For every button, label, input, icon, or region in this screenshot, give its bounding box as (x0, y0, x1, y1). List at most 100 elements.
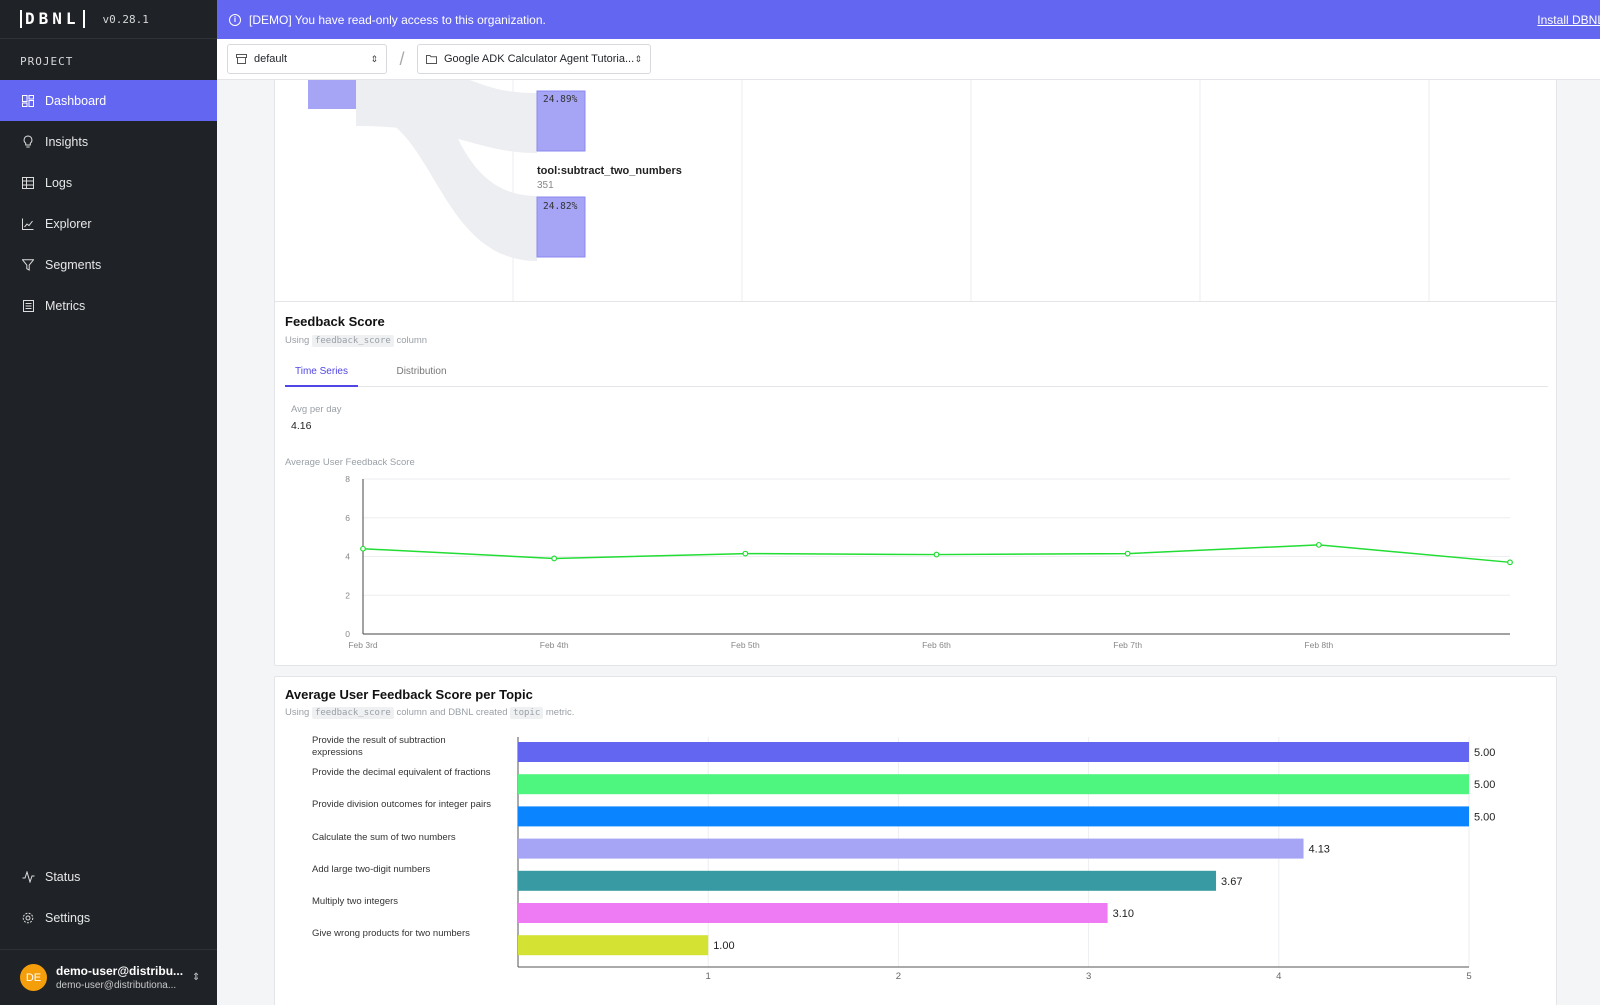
sidebar-item-explorer[interactable]: Explorer (0, 203, 217, 244)
subtitle-text: metric. (545, 707, 575, 718)
x-tick-label: Feb 4th (540, 640, 569, 650)
x-tick-label: Feb 6th (922, 640, 951, 650)
bar (518, 903, 1108, 923)
column-code: feedback_score (311, 707, 394, 719)
bar-category-label: Multiply two integers (312, 896, 399, 907)
y-tick-label: 8 (345, 474, 350, 484)
demo-banner: i [DEMO] You have read-only access to th… (217, 0, 1600, 39)
document-icon (21, 299, 35, 313)
subtitle-text: Using (285, 335, 310, 346)
sidebar-item-label: Logs (45, 175, 73, 190)
sankey-node-count: 351 (537, 180, 554, 191)
sidebar-item-label: Explorer (45, 216, 92, 231)
bar-value-label: 5.00 (1474, 811, 1495, 823)
chevron-up-down-icon[interactable]: ⇕ (192, 972, 201, 983)
x-tick-label: 2 (896, 971, 901, 982)
archive-icon (236, 54, 247, 64)
sidebar-item-label: Metrics (45, 298, 86, 313)
dbnl-logo[interactable]: DBNL (20, 10, 85, 28)
data-point (1124, 550, 1131, 557)
project-section-label: PROJECT (20, 55, 74, 68)
x-tick-label: 5 (1466, 971, 1471, 982)
bar (518, 935, 709, 956)
bar-category-label: Provide division outcomes for integer pa… (312, 799, 492, 811)
sidebar-item-dashboard[interactable]: Dashboard (0, 80, 217, 121)
project-select[interactable]: Google ADK Calculator Agent Tutoria... ⇕ (417, 44, 651, 74)
sankey-node-percent: 24.89% (543, 94, 578, 105)
bar-category-label: Give wrong products for two numbers (312, 928, 470, 940)
sidebar-item-label: Dashboard (45, 93, 107, 108)
sidebar-item-settings[interactable]: Settings (0, 897, 217, 938)
feedback-line-chart[interactable]: 0 2 4 6 8 Feb 3rd Feb 4th Feb 5th Feb 6th Feb 7th… (275, 467, 1558, 667)
y-tick-label: 0 (345, 629, 350, 639)
sidebar-item-segments[interactable]: Segments (0, 244, 217, 285)
bar (518, 806, 1469, 827)
bar-category-label: Calculate the sum of two numbers (312, 831, 456, 843)
tab-time-series[interactable]: Time Series (285, 360, 358, 387)
namespace-select[interactable]: default ⇕ (227, 44, 387, 74)
sankey-node[interactable] (536, 196, 586, 258)
data-point (933, 551, 940, 558)
data-point (1315, 541, 1322, 548)
y-tick-label: 6 (345, 513, 350, 523)
chevron-up-down-icon: ⇕ (634, 53, 642, 64)
sidebar-item-label: Insights (45, 134, 89, 149)
topic-bar-chart[interactable]: 1 2 3 4 5 5.00 5.00 5.00 4.13 3.67 3.10 1.00 (275, 722, 1558, 1005)
chart-label: Average User Feedback Score (285, 457, 415, 468)
bar-value-label: 4.13 (1309, 844, 1330, 856)
tab-distribution[interactable]: Distribution (396, 366, 447, 377)
avatar: DE (20, 964, 47, 991)
sidebar-header: DBNL v0.28.1 (0, 0, 217, 39)
main-content: 352 24.89% tool:subtract_two_numbers 351… (217, 80, 1600, 1005)
bar-category-label: Add large two-digit numbers (312, 863, 431, 875)
sidebar-item-status[interactable]: Status (0, 856, 217, 897)
sidebar-item-label: Segments (45, 257, 102, 272)
sankey-node-name: tool:subtract_two_numbers (537, 165, 682, 177)
dashboard-icon (21, 94, 35, 108)
card-title: Feedback Score (285, 314, 385, 329)
sankey-flow (356, 80, 537, 261)
x-tick-label: Feb 3rd (348, 640, 378, 650)
bar (518, 838, 1304, 859)
user-email: demo-user@distributiona... (56, 980, 177, 991)
sankey-node-count: 352 (537, 80, 554, 81)
sidebar-item-label: Settings (45, 910, 91, 925)
sidebar: DBNL v0.28.1 PROJECT Dashboard Insights … (0, 0, 217, 1005)
folder-icon (426, 55, 437, 64)
metric-code: topic (510, 707, 544, 719)
sankey-node-percent: 24.82% (543, 201, 578, 212)
sidebar-item-logs[interactable]: Logs (0, 162, 217, 203)
namespace-value: default (254, 53, 288, 65)
card-subtitle: Using feedback_score column (285, 335, 427, 347)
stat-value: 4.16 (291, 420, 312, 432)
bar (518, 774, 1469, 795)
data-point (742, 550, 749, 557)
gear-icon (21, 911, 35, 925)
subtitle-text: column and DBNL created (396, 707, 508, 718)
bar-value-label: 3.10 (1113, 908, 1134, 920)
data-point (1507, 559, 1513, 566)
card-title: Average User Feedback Score per Topic (285, 687, 533, 702)
x-tick-label: Feb 8th (1304, 640, 1333, 650)
sankey-node[interactable] (308, 80, 356, 109)
bar-value-label: 3.67 (1221, 876, 1242, 888)
bar (518, 742, 1469, 762)
x-tick-label: Feb 5th (731, 640, 760, 650)
sidebar-item-label: Status (45, 869, 81, 884)
bar-category-label: Provide the decimal equivalent of fracti… (312, 767, 491, 779)
sankey-node[interactable] (536, 90, 586, 152)
info-icon: i (229, 13, 241, 26)
install-dbnl-link[interactable]: Install DBNL (1537, 12, 1600, 27)
user-name: demo-user@distribu... (56, 964, 184, 978)
y-tick-label: 4 (345, 552, 350, 562)
stat-label: Avg per day (291, 404, 342, 415)
line-chart-icon (21, 217, 35, 231)
column-code: feedback_score (311, 335, 394, 347)
banner-message: [DEMO] You have read-only access to this… (249, 12, 546, 27)
sidebar-item-insights[interactable]: Insights (0, 121, 217, 162)
user-menu[interactable]: DE demo-user@distribu... demo-user@distr… (0, 949, 217, 1005)
sidebar-item-metrics[interactable]: Metrics (0, 285, 217, 326)
subtitle-text: Using (285, 707, 310, 718)
bar-category-label: Provide the result of subtraction expres… (312, 735, 446, 758)
